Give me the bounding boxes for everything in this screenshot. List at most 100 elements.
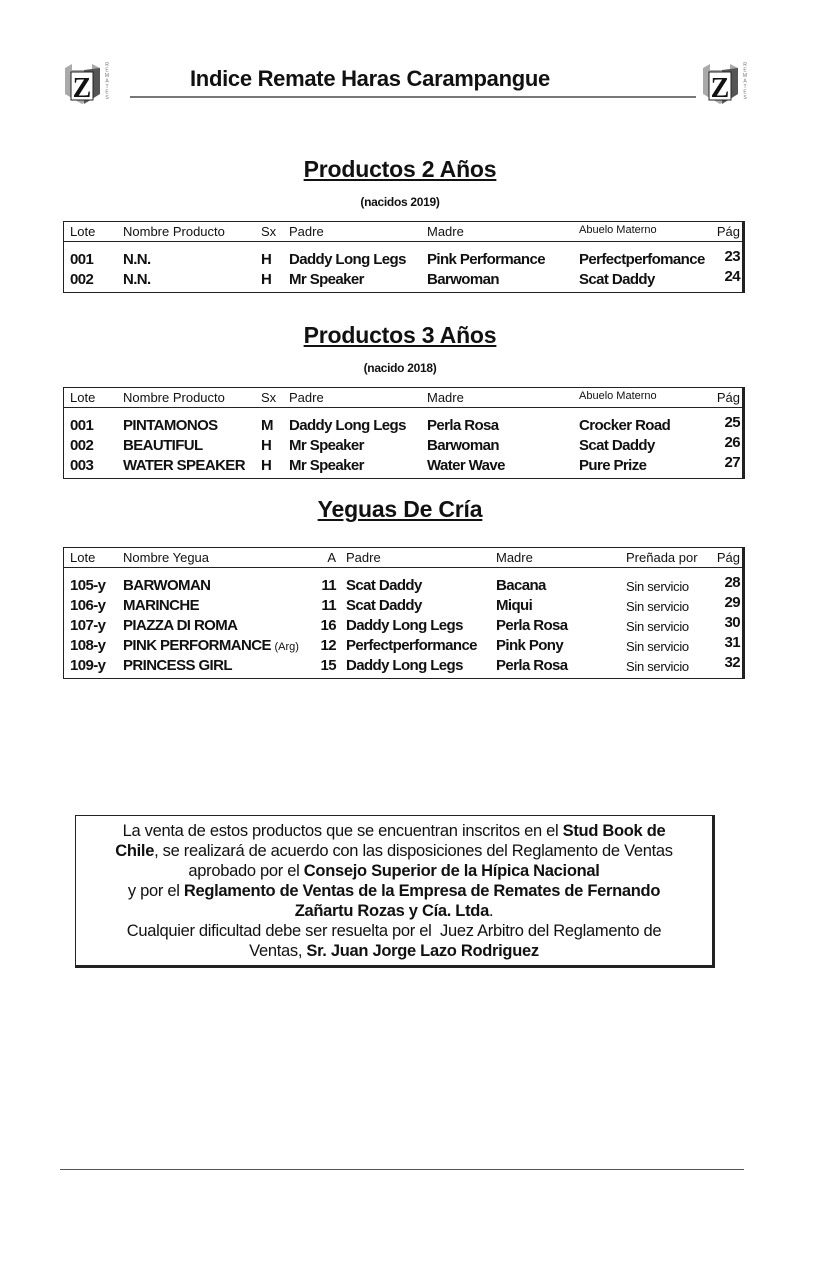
table-cell: Barwoman <box>427 437 499 454</box>
notice-text: Cualquier dificultad debe ser resuelta p… <box>126 922 662 940</box>
notice-bold-text: Reglamento de Ventas de la Empresa de Re… <box>183 882 661 900</box>
table-cell: M <box>261 417 274 434</box>
table-cell: N.N. <box>123 251 151 268</box>
table-cell: Scat Daddy <box>346 577 422 594</box>
table-cell: Sin servicio <box>626 619 689 634</box>
table-cell: PIAZZA DI ROMA <box>123 617 238 634</box>
column-header: Sx <box>261 224 277 239</box>
notice-bold-text: Zañartu Rozas y Cía. Ltda <box>294 902 490 920</box>
table-cell: BARWOMAN <box>123 577 211 594</box>
table-cell: 30 <box>724 614 741 631</box>
table-cell: 003 <box>70 457 94 474</box>
table-cell: 25 <box>724 414 741 431</box>
table-cell: Water Wave <box>427 457 506 474</box>
table-header: Lote Nombre Producto Sx Padre Madre Abuelo Ma… <box>64 222 742 242</box>
table-cell: PINTAMONOS <box>123 417 218 434</box>
svg-text:Z: Z <box>711 73 730 104</box>
column-header: Sx <box>261 390 277 405</box>
table-row: 003 WATER SPEAKER H Mr Speaker Water Wave Pur… <box>64 454 742 474</box>
column-header: Lote <box>70 224 96 239</box>
notice-line: La venta de estos productos que se encue… <box>76 821 712 841</box>
table-cell: Pure Prize <box>579 457 647 474</box>
table-cell: H <box>261 457 272 474</box>
notice-text: . <box>488 902 494 920</box>
table-cell: WATER SPEAKER <box>123 457 246 474</box>
section-title: Productos 3 Años <box>303 322 497 348</box>
table-cell: 32 <box>724 654 741 671</box>
notice-text: y por el <box>127 882 184 900</box>
table-row: 108-y PINK PERFORMANCE (Arg) 12 Perfectperf… <box>64 634 742 654</box>
table-cell: H <box>261 271 272 288</box>
table-cell: 11 <box>321 577 336 594</box>
table-cell: Daddy Long Legs <box>346 617 463 634</box>
footer-divider <box>60 1169 744 1170</box>
column-header: Madre <box>427 224 464 239</box>
section-subtitle: (nacido 2018) <box>363 361 437 375</box>
column-header: Padre <box>346 550 381 565</box>
table-cell: Perla Rosa <box>427 417 499 434</box>
table-cell: Pink Pony <box>496 637 564 654</box>
table-cell: 109-y <box>70 657 106 674</box>
table-cell: BEAUTIFUL <box>123 437 203 454</box>
table-cell: Barwoman <box>427 271 499 288</box>
notice-line: Chile, se realizará de acuerdo con las d… <box>76 841 712 861</box>
column-header: Lote <box>70 390 96 405</box>
table-cell: 26 <box>724 434 741 451</box>
table-cell: Daddy Long Legs <box>289 417 406 434</box>
origin-note: (Arg) <box>274 641 299 653</box>
table-cell: N.N. <box>123 271 151 288</box>
z-remates-logo-icon: Z R E M A T E S <box>703 62 747 104</box>
notice-line: aprobado por el Consejo Superior de la H… <box>76 861 712 881</box>
page-title: Indice Remate Haras Carampangue <box>190 66 550 91</box>
table-cell: Mr Speaker <box>289 437 364 454</box>
table-cell: Crocker Road <box>579 417 671 434</box>
table-cell: H <box>261 437 272 454</box>
column-header: Pág <box>716 550 740 565</box>
notice-text: , se realizará de acuerdo con las dispos… <box>154 842 673 860</box>
notice-bold-text: Sr. Juan Jorge Lazo Rodriguez <box>306 942 539 960</box>
table-row: 109-y PRINCESS GIRL 15 Daddy Long Legs Perla… <box>64 654 742 674</box>
notice-bold-text: Stud Book de <box>562 822 666 840</box>
column-header: Pág <box>716 390 740 405</box>
table-cell: Mr Speaker <box>289 457 364 474</box>
table-cell: 108-y <box>70 637 106 654</box>
table-cell: H <box>261 251 272 268</box>
table-cell: 28 <box>724 574 741 591</box>
notice-bold-text: Consejo Superior de la Hípica Nacional <box>303 862 600 880</box>
table-cell: Sin servicio <box>626 579 689 594</box>
table-cell: 001 <box>70 417 94 434</box>
column-header: Nombre Yegua <box>123 550 210 565</box>
column-header: Pág <box>716 224 740 239</box>
table-row: 107-y PIAZZA DI ROMA 16 Daddy Long Legs Perl… <box>64 614 742 634</box>
table-cell: PRINCESS GIRL <box>123 657 232 674</box>
table-cell: Sin servicio <box>626 599 689 614</box>
table-cell: 31 <box>724 634 741 651</box>
table-cell: 105-y <box>70 577 106 594</box>
column-header: A <box>327 550 336 565</box>
table-row: 001 PINTAMONOS M Daddy Long Legs Perla Rosa C… <box>64 414 742 434</box>
table-cell: 15 <box>320 657 337 674</box>
table-cell: 24 <box>724 268 741 285</box>
notice-bold-text: Chile <box>115 842 155 860</box>
table-cell: Miqui <box>496 597 533 614</box>
table-cell: 12 <box>320 637 337 654</box>
z-remates-logo-icon: Z R E M A T E S <box>65 62 109 104</box>
table-cell: PINK PERFORMANCE (Arg) <box>123 637 299 654</box>
notice-line: Ventas, Sr. Juan Jorge Lazo Rodriguez <box>76 941 712 961</box>
column-header: Abuelo Materno <box>579 224 657 236</box>
table-cell: 29 <box>724 594 741 611</box>
column-header: Madre <box>496 550 533 565</box>
notice-line: Cualquier dificultad debe ser resuelta p… <box>76 921 712 941</box>
sale-notice: La venta de estos productos que se encue… <box>75 815 715 968</box>
header-divider <box>130 96 696 98</box>
column-header: Preñada por <box>626 550 698 565</box>
table-cell: Sin servicio <box>626 659 689 674</box>
notice-line: Zañartu Rozas y Cía. Ltda. <box>76 901 712 921</box>
section-title: Productos 2 Años <box>303 156 497 182</box>
table-cell: Daddy Long Legs <box>289 251 406 268</box>
table-cell: Sin servicio <box>626 639 689 654</box>
table-row: 002 BEAUTIFUL H Mr Speaker Barwoman Scat Dadd… <box>64 434 742 454</box>
